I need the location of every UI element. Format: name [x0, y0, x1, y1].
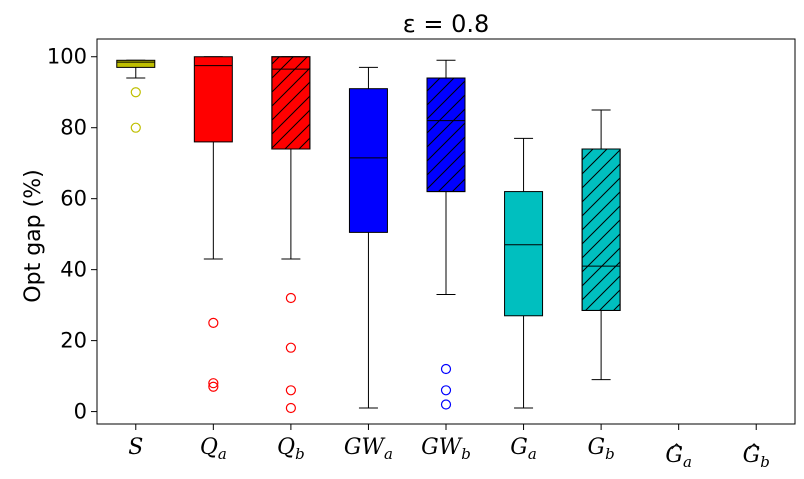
outlier-point	[208, 381, 219, 392]
x-tick-label: GWa	[344, 435, 393, 463]
plot-area: 0 20 40 60 80 100 S Qa Qb GWa GWb Ga Gb Ga Gb	[47, 38, 796, 471]
x-tick-label: GWb	[421, 435, 471, 463]
y-tick-label: 60	[60, 187, 87, 211]
outlier-point	[130, 122, 141, 133]
y-tick-label: 40	[60, 258, 87, 282]
y-tick-label: 0	[74, 400, 87, 424]
outlier-point	[285, 292, 296, 304]
box-4	[426, 59, 466, 410]
box-1	[193, 56, 233, 392]
box-3	[348, 66, 388, 409]
y-tick-label: 100	[47, 45, 87, 69]
outlier-point	[130, 87, 141, 98]
x-tick-label: Qb	[277, 435, 305, 463]
y-tick-label: 20	[60, 329, 87, 353]
x-tick-label: Gb	[588, 435, 615, 463]
x-tick-label: Ga	[665, 443, 692, 471]
box-hatch	[426, 77, 466, 193]
y-tick-label: 80	[60, 116, 87, 140]
outlier-point	[440, 385, 452, 396]
hat-accent	[748, 443, 760, 450]
outlier-point	[440, 363, 452, 375]
box-5	[504, 137, 544, 409]
outlier-point	[440, 399, 452, 410]
outlier-point	[208, 378, 219, 389]
box-0	[116, 59, 156, 133]
hat-accent	[671, 443, 683, 450]
outlier-point	[208, 317, 219, 328]
box-2	[271, 56, 311, 414]
box-body	[348, 88, 388, 233]
outlier-point	[285, 385, 296, 396]
box-hatch	[271, 56, 311, 150]
x-tick-label: S	[128, 435, 143, 460]
outlier-point	[285, 342, 296, 353]
box-body	[504, 191, 544, 317]
chart-title: ε = 0.8	[403, 10, 490, 38]
box-6	[581, 109, 621, 381]
outlier-point	[285, 402, 296, 414]
box-body	[116, 59, 156, 68]
box-hatch	[581, 148, 621, 311]
x-tick-label: Gb	[743, 443, 770, 471]
y-axis-title: Opt gap (%)	[21, 169, 46, 302]
box-body	[193, 56, 233, 143]
x-tick-label: Ga	[510, 435, 537, 463]
x-tick-label: Qa	[200, 435, 227, 463]
